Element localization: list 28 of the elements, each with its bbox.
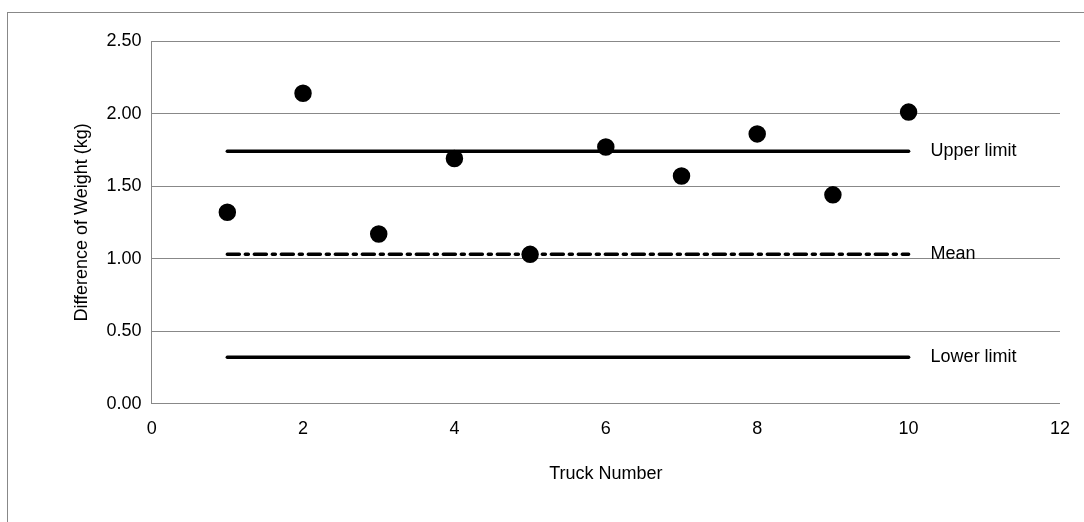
x-tick-label: 8 (752, 417, 763, 438)
x-tick-label: 6 (600, 417, 611, 438)
x-tick-label: 12 (1049, 417, 1070, 438)
point (899, 103, 918, 121)
x-tick-label: 4 (449, 417, 460, 438)
x-axis-title: Truck Number (549, 463, 663, 484)
point (369, 225, 388, 243)
series-label: Mean (930, 243, 976, 264)
y-tick-label: 2.00 (106, 102, 142, 123)
y-tick-label: 1.50 (106, 175, 142, 196)
point (218, 203, 237, 221)
point (824, 186, 842, 204)
x-tick-label: 10 (898, 417, 919, 438)
series-label: Lower limit (930, 346, 1017, 367)
x-tick-label: 2 (298, 417, 309, 438)
point (597, 138, 615, 156)
y-tick-label: 1.00 (106, 247, 142, 268)
point (294, 84, 312, 102)
x-tick-label: 0 (146, 417, 157, 438)
y-tick-label: 0.50 (106, 320, 142, 341)
y-tick-label: 2.50 (106, 29, 142, 50)
point (521, 245, 539, 264)
point (672, 167, 691, 185)
y-tick-label: 0.00 (106, 392, 142, 413)
series-label: Upper limit (930, 140, 1017, 161)
point (445, 149, 464, 168)
point (748, 125, 766, 143)
y-axis-title: Difference of Weight (kg) (70, 123, 91, 322)
